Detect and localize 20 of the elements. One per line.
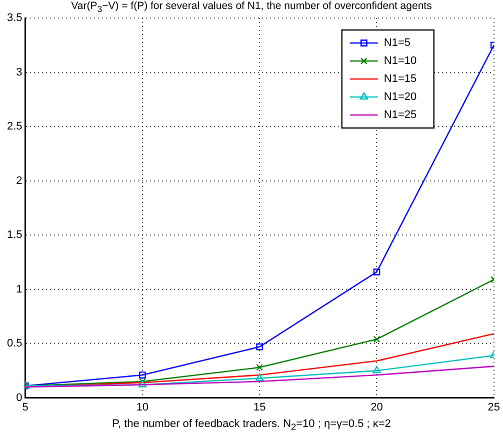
x-tick-label: 20 <box>370 401 383 414</box>
y-tick-label: 1.5 <box>6 229 22 242</box>
x-tick-label: 10 <box>136 401 149 414</box>
legend-label: N1=20 <box>384 91 417 104</box>
x-tick-label: 5 <box>22 401 28 414</box>
legend-label: N1=15 <box>384 73 417 86</box>
x-axis-title: P, the number of feedback traders. N$_{2}$=10 ; η=γ=0.5 ; κ=2 <box>111 418 392 432</box>
y-tick-label: 2 <box>16 174 22 187</box>
legend-label: N1=10 <box>384 55 417 68</box>
y-tick-label: 1 <box>16 283 22 296</box>
y-tick-label: 3 <box>16 66 22 78</box>
chart-title: Var(P$_{3}$−V) = f(P) for several values of N1, the number of overconfident agents <box>71 0 432 14</box>
x-tick-label: 25 <box>488 401 500 414</box>
legend-label: N1=25 <box>384 109 417 122</box>
y-tick-label: 2.5 <box>6 120 22 133</box>
y-tick-label: 0.5 <box>6 338 22 350</box>
x-tick-label: 15 <box>253 401 266 414</box>
legend-label: N1=5 <box>384 37 410 50</box>
y-tick-label: 3.5 <box>6 12 22 24</box>
y-tick-label: 0 <box>16 392 22 404</box>
